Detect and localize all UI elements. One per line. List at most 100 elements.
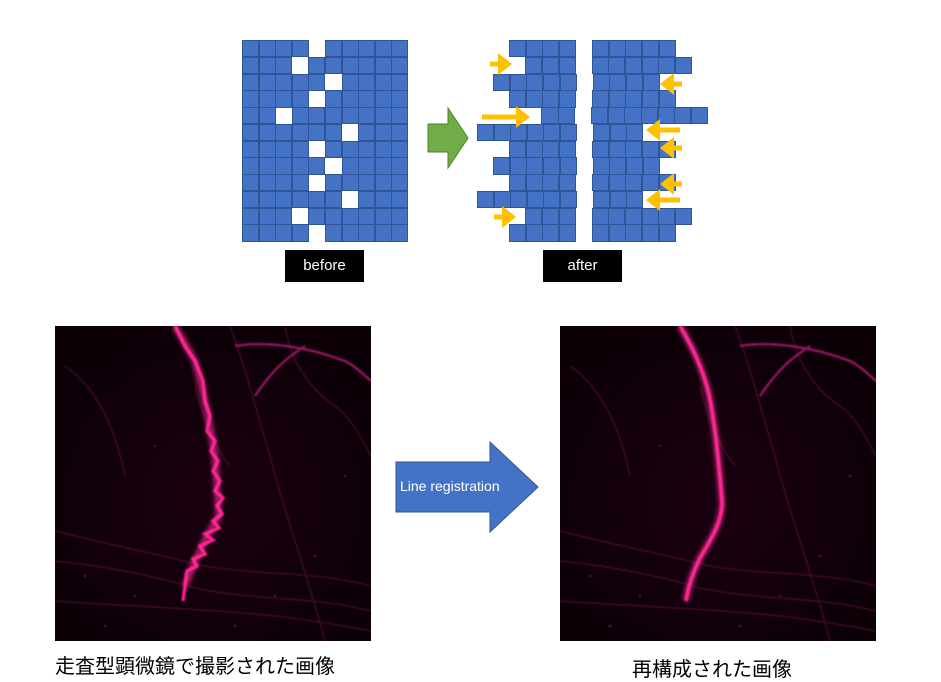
grid-cell — [275, 56, 293, 74]
grid-cell — [308, 123, 326, 141]
grid-cell — [291, 190, 309, 208]
grid-cell — [558, 107, 576, 125]
grid-cell — [560, 190, 578, 208]
grid-cell — [308, 73, 326, 91]
grid-cell — [592, 40, 610, 58]
grid-cell — [609, 73, 627, 91]
grid-cell — [542, 140, 560, 158]
grid-cell — [558, 207, 576, 225]
grid-cell — [258, 157, 276, 175]
grid-cell — [358, 157, 376, 175]
grid-cell — [258, 174, 276, 192]
grid-cell — [642, 224, 660, 242]
grid-cell — [258, 140, 276, 158]
grid-cell — [591, 56, 609, 74]
grid-cell — [624, 107, 642, 125]
grid-cell — [358, 40, 376, 58]
grid-cell — [625, 40, 643, 58]
grid-cell — [258, 207, 276, 225]
shift-arrows — [482, 53, 682, 228]
grid-cell — [242, 107, 260, 125]
grid-cell — [275, 90, 293, 108]
grid-cell — [658, 40, 676, 58]
grid-cell — [275, 174, 293, 192]
line-registration-label: Line registration — [400, 478, 500, 494]
grid-cell — [258, 90, 276, 108]
grid-cell — [242, 90, 260, 108]
grid-cell — [690, 107, 708, 125]
grid-cell — [658, 90, 676, 108]
grid-cell — [341, 56, 359, 74]
right-caption: 再構成された画像 — [632, 657, 792, 681]
grid-cell — [609, 190, 627, 208]
grid-cell — [558, 56, 576, 74]
grid-cell — [525, 174, 543, 192]
grid-cell — [341, 174, 359, 192]
grid-cell — [358, 56, 376, 74]
grid-cell — [591, 107, 609, 125]
grid-cell — [625, 140, 643, 158]
grid-cell — [559, 140, 577, 158]
after-label: after — [543, 250, 622, 282]
grid-cell — [559, 73, 577, 91]
grid-cell — [509, 40, 527, 58]
grid-cell — [525, 224, 543, 242]
grid-cell — [657, 107, 675, 125]
grid-cell — [391, 157, 409, 175]
grid-cell — [291, 40, 309, 58]
grid-cell — [593, 123, 611, 141]
grid-cell — [308, 56, 326, 74]
grid-cell — [525, 40, 543, 58]
grid-cell — [341, 157, 359, 175]
grid-cell — [275, 40, 293, 58]
grid-cell — [325, 107, 343, 125]
grid-cell — [374, 56, 392, 74]
grid-cell — [591, 207, 609, 225]
grid-cell — [541, 107, 559, 125]
grid-cell — [592, 174, 610, 192]
grid-cell — [674, 207, 692, 225]
grid-cell — [625, 90, 643, 108]
grid-cell — [642, 40, 660, 58]
grid-cell — [541, 56, 559, 74]
grid-cell — [291, 224, 309, 242]
grid-cell — [374, 190, 392, 208]
grid-cell — [308, 190, 326, 208]
right-arrow-icon — [427, 106, 469, 170]
grid-cell — [658, 224, 676, 242]
grid-cell — [391, 190, 409, 208]
grid-cell — [358, 90, 376, 108]
grid-cell — [641, 207, 659, 225]
grid-cell — [509, 157, 527, 175]
grid-cell — [374, 174, 392, 192]
grid-cell — [477, 190, 495, 208]
grid-cell — [242, 157, 260, 175]
grid-cell — [242, 224, 260, 242]
grid-cell — [642, 90, 660, 108]
shift-arrow-icon — [482, 106, 530, 128]
grid-cell — [291, 157, 309, 175]
grid-cell — [541, 207, 559, 225]
grid-cell — [509, 90, 527, 108]
grid-cell — [592, 140, 610, 158]
grid-cell — [374, 140, 392, 158]
grid-cell — [374, 90, 392, 108]
grid-cell — [525, 90, 543, 108]
grid-cell — [242, 190, 260, 208]
grid-cell — [291, 174, 309, 192]
grid-cell — [258, 107, 276, 125]
reconstructed-image — [560, 326, 876, 641]
grid-cell — [391, 174, 409, 192]
grid-cell — [275, 73, 293, 91]
grid-cell — [525, 56, 543, 74]
grid-cell — [493, 123, 511, 141]
grid-cell — [509, 224, 527, 242]
grid-cell — [391, 40, 409, 58]
grid-cell — [391, 73, 409, 91]
grid-cell — [526, 190, 544, 208]
shift-arrow-icon — [494, 206, 516, 228]
grid-cell — [625, 224, 643, 242]
grid-cell — [358, 190, 376, 208]
grid-cell — [325, 123, 343, 141]
grid-cell — [642, 73, 660, 91]
